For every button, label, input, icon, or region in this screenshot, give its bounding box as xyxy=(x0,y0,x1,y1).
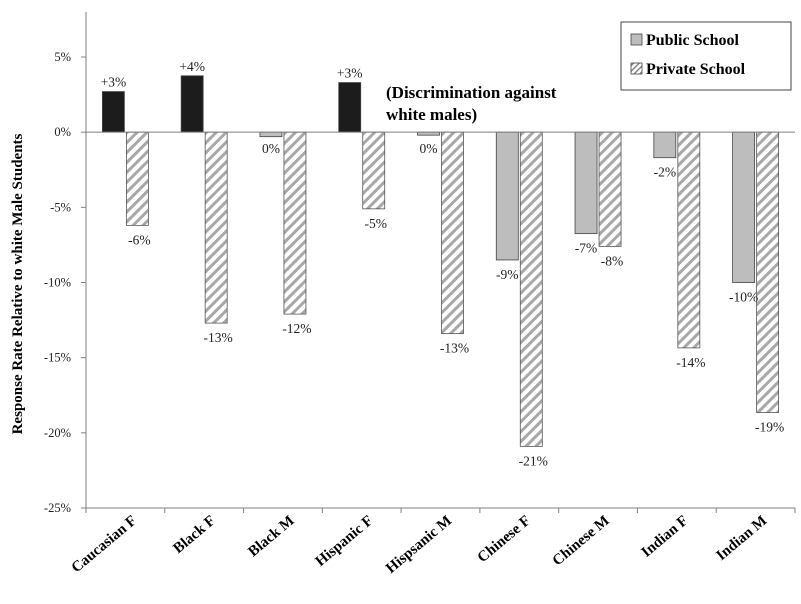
legend-swatch-public xyxy=(631,34,642,45)
y-tick-label: 0% xyxy=(54,125,71,139)
x-tick-label: Black M xyxy=(245,513,297,560)
data-label-public: +4% xyxy=(179,59,205,74)
data-label-private: -8% xyxy=(601,253,624,268)
x-tick-label: Hispsanic M xyxy=(383,513,455,577)
data-label-private: -5% xyxy=(364,216,387,231)
data-label-private: -21% xyxy=(519,453,548,468)
data-label-private: -14% xyxy=(676,355,705,370)
data-label-private: -13% xyxy=(440,341,469,356)
y-axis: 5% 0% -5% -10% -15% -20% -25% xyxy=(44,12,86,515)
bar-private-school xyxy=(757,132,779,412)
bar-public-school xyxy=(181,76,203,132)
data-label-public: -9% xyxy=(496,267,519,282)
data-label-private: -19% xyxy=(755,420,784,435)
bar-public-school xyxy=(654,132,676,158)
data-label-public: 0% xyxy=(262,141,280,156)
x-tick-label: Indian M xyxy=(714,513,771,564)
x-tick-label: Black F xyxy=(170,513,218,557)
data-label-public: 0% xyxy=(420,141,438,156)
annotation-line-2: white males) xyxy=(386,105,477,124)
annotation: (Discrimination against white males) xyxy=(386,83,557,124)
y-tick-label: -10% xyxy=(44,276,71,290)
bar-public-school xyxy=(496,132,518,260)
bar-private-school xyxy=(205,132,227,323)
x-tick-label: Caucasian F xyxy=(69,513,140,576)
y-tick-label: -25% xyxy=(44,501,71,515)
data-label-private: -6% xyxy=(128,232,151,247)
y-axis-title: Response Rate Relative to white Male Stu… xyxy=(10,133,26,434)
bar-public-school xyxy=(260,132,282,137)
x-axis: Caucasian F Black F Black M Hispanic F Hisps… xyxy=(69,508,795,577)
legend-label-public: Public School xyxy=(646,32,739,49)
data-label-private: -12% xyxy=(282,321,311,336)
x-tick-label: Hispanic F xyxy=(313,513,377,570)
bar-private-school xyxy=(284,132,306,314)
data-label-public: +3% xyxy=(101,75,127,90)
bar-private-school xyxy=(599,132,621,246)
x-tick-label: Chinese F xyxy=(475,513,534,566)
bar-public-school xyxy=(339,83,361,133)
annotation-line-1: (Discrimination against xyxy=(386,83,557,102)
legend-label-private: Private School xyxy=(646,61,746,78)
bar-private-school xyxy=(442,132,464,333)
bar-private-school xyxy=(678,132,700,348)
bar-public-school xyxy=(575,132,597,233)
data-label-public: +3% xyxy=(337,66,363,81)
bar-private-school xyxy=(126,132,148,225)
y-tick-label: 5% xyxy=(54,50,71,64)
bars xyxy=(86,76,795,447)
data-label-private: -13% xyxy=(204,330,233,345)
data-label-public: -7% xyxy=(575,241,598,256)
y-axis-title-group: Response Rate Relative to white Male Stu… xyxy=(10,133,26,434)
y-tick-label: -15% xyxy=(44,351,71,365)
data-label-public: -10% xyxy=(729,290,758,305)
legend: Public School Private School xyxy=(621,22,791,90)
x-tick-label: Chinese M xyxy=(550,513,613,569)
bar-public-school xyxy=(102,92,124,133)
y-tick-label: -20% xyxy=(44,426,71,440)
bar-private-school xyxy=(520,132,542,446)
y-tick-label: -5% xyxy=(50,200,71,214)
data-label-public: -2% xyxy=(654,165,677,180)
bar-private-school xyxy=(363,132,385,209)
legend-swatch-private xyxy=(631,63,642,74)
x-tick-label: Indian F xyxy=(639,513,692,561)
bar-public-school xyxy=(733,132,755,282)
